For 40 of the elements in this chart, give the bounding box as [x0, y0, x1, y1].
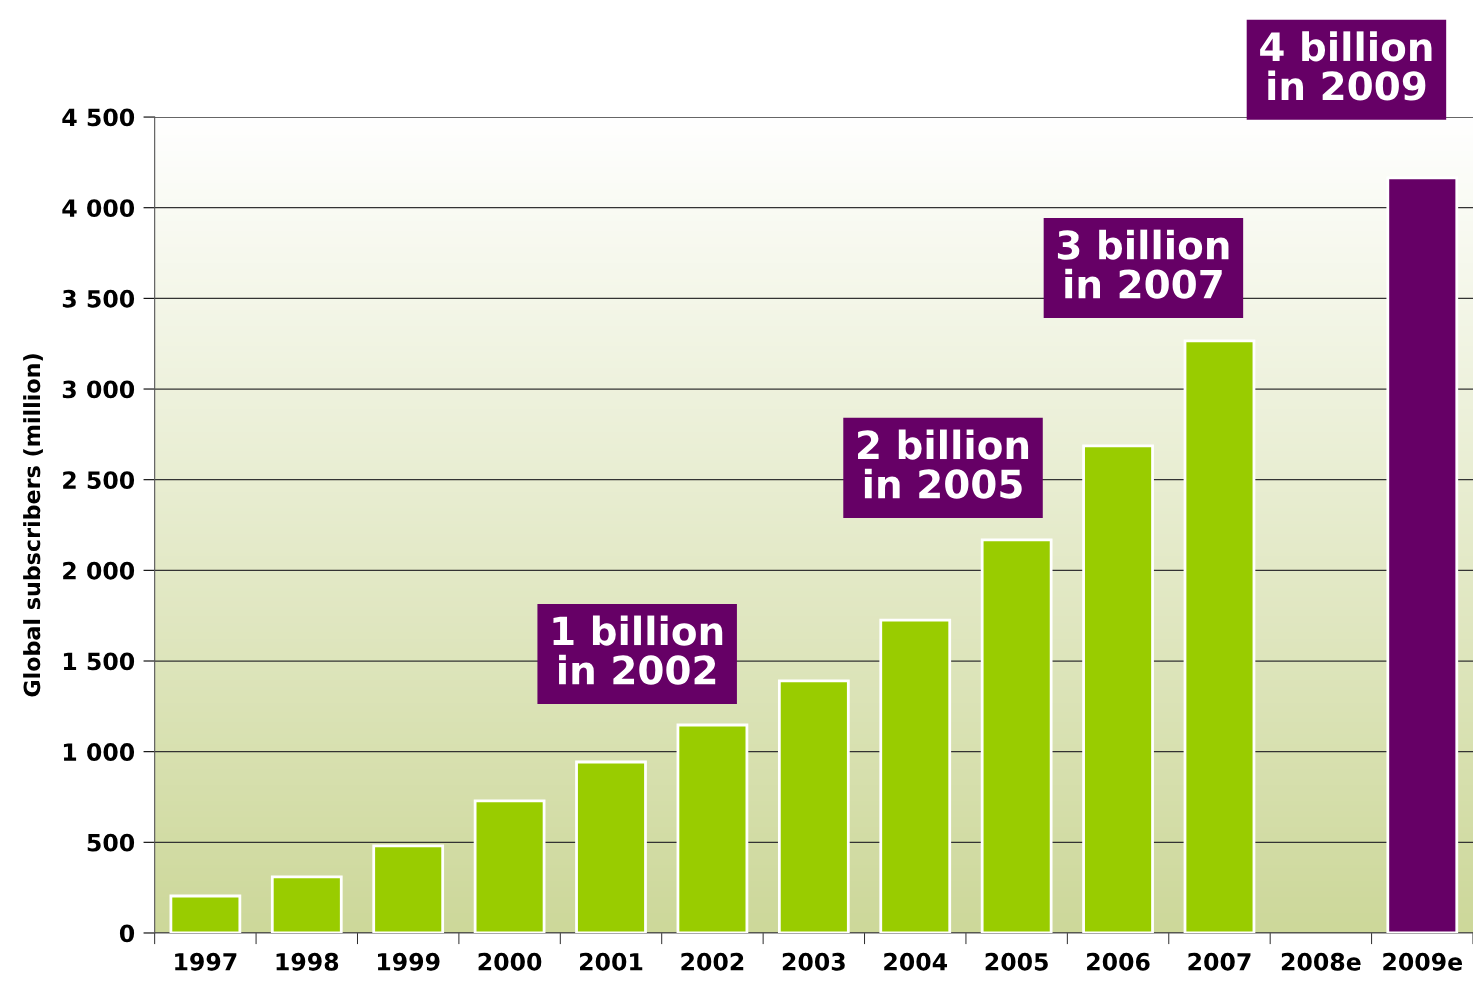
- bar: [777, 679, 850, 933]
- x-tick-label: 2006: [1087, 952, 1150, 971]
- x-tick-label: 2001: [580, 952, 643, 971]
- bar: [169, 894, 242, 933]
- x-tick-label: 1999: [378, 952, 440, 971]
- x-tick-label: 1997: [175, 952, 237, 971]
- y-tick-label: 0: [119, 924, 135, 943]
- y-tick-label: 3 000: [62, 380, 135, 399]
- bar: [575, 760, 647, 933]
- x-tick-label: 2002: [681, 952, 744, 971]
- bar: [1386, 176, 1459, 933]
- bar: [372, 844, 445, 933]
- y-tick-label: 2 000: [63, 561, 135, 580]
- x-tick-label: 2009e: [1383, 952, 1463, 971]
- bar: [1183, 339, 1256, 933]
- y-tick-label: 3 500: [62, 289, 135, 308]
- text: 4 billion in 2009: [1260, 31, 1432, 101]
- y-tick-label: 4 000: [62, 199, 135, 218]
- bar: [879, 618, 952, 933]
- bar: [473, 799, 546, 933]
- x-tick-label: 2008e: [1281, 952, 1361, 971]
- y-tick-label: 4 500: [62, 108, 135, 127]
- x-tick-label: 2005: [985, 952, 1048, 971]
- x-tick-label: 2007: [1188, 952, 1251, 971]
- bar: [980, 538, 1053, 933]
- x-tick-label: 1998: [276, 952, 339, 971]
- x-tick-label: 2003: [782, 952, 845, 971]
- annotation: 2 billion in 2005: [858, 429, 1029, 499]
- annotation: 3 billion in 2007: [1057, 229, 1229, 299]
- y-axis-title: Global subscribers (million): [23, 354, 43, 697]
- bar: [270, 875, 343, 933]
- x-tick-label: 2000: [478, 952, 542, 971]
- x-tick-label: 2004: [884, 952, 948, 971]
- annotation: 1 billion in 2002: [553, 615, 723, 685]
- y-tick-label: 1 000: [63, 743, 135, 761]
- y-tick-label: 1 500: [63, 652, 135, 671]
- bar: [676, 723, 749, 933]
- y-tick-label: 2 500: [63, 471, 135, 489]
- bar: [1082, 444, 1154, 933]
- y-tick-label: 500: [87, 833, 135, 852]
